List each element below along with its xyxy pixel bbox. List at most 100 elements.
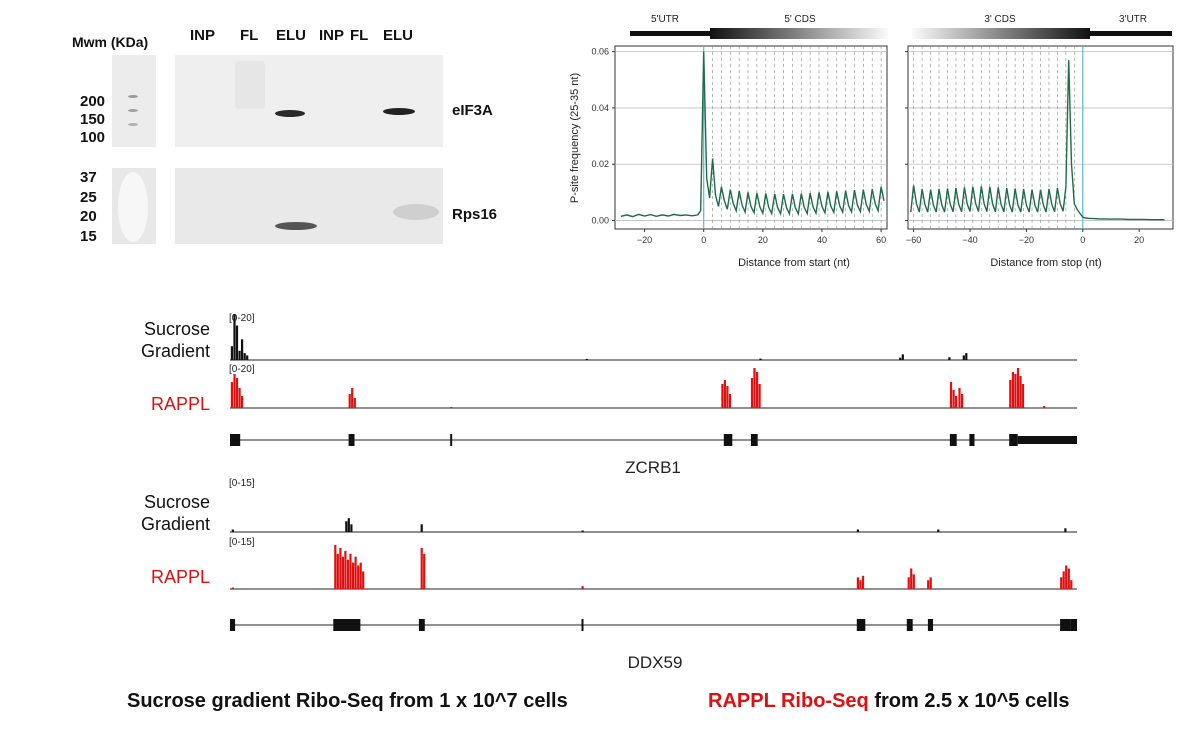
psite-frequency-line	[910, 60, 1165, 221]
marker-lane-upper	[112, 55, 156, 147]
coverage-bar	[353, 398, 356, 408]
xtick-label: −40	[962, 235, 977, 245]
caption-rappl-rest: from 2.5 x 10^5 cells	[868, 690, 1070, 712]
exon	[927, 619, 933, 631]
metagene-start-panel: 0.00 0.02 0.04 0.06 −20 0 20 40 60	[591, 45, 888, 245]
exon	[581, 619, 584, 631]
coverage-bar	[1009, 380, 1012, 408]
lane-label-elu-1: ELU	[276, 27, 306, 44]
coverage-bar	[1014, 374, 1017, 408]
ytick-label: 0.06	[591, 47, 609, 57]
coverage-bar	[859, 580, 862, 589]
track-name-rappl-ddx59: RAPPL	[150, 567, 210, 587]
lane-label-inp-1: INP	[190, 27, 216, 44]
coverage-bar	[351, 388, 354, 408]
region-label-5cds: 5' CDS	[784, 14, 816, 25]
coverage-bar	[230, 382, 233, 408]
coverage-bar	[929, 577, 932, 589]
coverage-bar	[423, 553, 426, 589]
coverage-bar	[899, 357, 902, 360]
range-rappl-ddx59: [0-15]	[229, 537, 255, 548]
exon	[230, 434, 241, 446]
coverage-bar	[958, 388, 961, 408]
coverage-bar	[856, 577, 859, 589]
exon	[333, 619, 361, 631]
exon	[949, 434, 957, 446]
exon	[348, 434, 355, 446]
coverage-bar	[965, 353, 968, 360]
coverage-bar	[336, 553, 339, 589]
coverage-bar	[937, 529, 940, 532]
lane-label-elu-2: ELU	[383, 27, 413, 44]
coverage-bar	[334, 545, 337, 589]
coverage-bar	[362, 571, 365, 589]
caption-rappl: RAPPL Ribo-Seq from 2.5 x 10^5 cells	[708, 690, 1069, 713]
exon	[1060, 619, 1071, 631]
mw-header: Mwm (KDa)	[72, 34, 149, 50]
coverage-bar	[350, 524, 353, 532]
marker-150: 150	[80, 111, 106, 128]
range-sucrose-zcrb1: [0-20]	[229, 313, 255, 324]
track-name-sucrose-zcrb1: Sucrose Gradient	[140, 319, 210, 361]
cds3-bar	[912, 28, 1090, 39]
lane-label-fl-2: FL	[350, 27, 369, 44]
coverage-bar	[1065, 565, 1068, 589]
marker-20: 20	[80, 208, 97, 225]
xtick-label: −20	[1019, 235, 1034, 245]
coverage-bar	[241, 396, 244, 408]
region-label-5utr: 5'UTR	[651, 14, 679, 25]
coverage-bar	[910, 568, 913, 589]
coverage-track-rappl	[230, 545, 1077, 590]
coverage-bar	[345, 521, 348, 532]
marker-100: 100	[80, 129, 106, 146]
coverage-bar	[339, 547, 342, 589]
marker-37: 37	[80, 169, 97, 186]
coverage-bar	[948, 357, 951, 360]
psite-frequency-line	[620, 51, 885, 218]
lane-label-inp-2: INP	[319, 27, 345, 44]
gene-model-zcrb1	[230, 434, 1077, 446]
coverage-track-sucrose-gradient	[230, 518, 1077, 533]
marker-25: 25	[80, 189, 97, 206]
exon	[1009, 434, 1018, 446]
xtick-label: 60	[876, 235, 886, 245]
coverage-bar	[359, 562, 362, 589]
coverage-bar	[961, 394, 964, 408]
gene-model-ddx59	[230, 619, 1077, 631]
plot-frame	[614, 45, 888, 230]
metagene-stop-panel: −60 −40 −20 0 20	[905, 45, 1174, 245]
marker-lane-lower	[112, 168, 156, 244]
x-axis-title-stop: Distance from stop (nt)	[990, 257, 1101, 269]
utr3-bar	[1090, 31, 1172, 36]
coverage-bar	[243, 353, 246, 360]
coverage-bar	[344, 550, 347, 589]
coverage-bar	[723, 380, 726, 408]
marker-200: 200	[80, 93, 106, 110]
xtick-label: −20	[637, 235, 652, 245]
coverage-bar	[1043, 406, 1046, 408]
coverage-bar	[726, 386, 729, 408]
exon	[230, 619, 236, 631]
coverage-bar	[230, 346, 233, 360]
coverage-bar	[1067, 568, 1070, 589]
coverage-bar	[758, 384, 761, 408]
ytick-label: 0.04	[591, 103, 609, 113]
coverage-track-rappl	[230, 368, 1077, 409]
exon	[750, 434, 758, 446]
exon	[906, 619, 913, 631]
ytick-label: 0.00	[591, 216, 609, 226]
coverage-bar	[912, 574, 915, 589]
marker-15: 15	[80, 228, 97, 245]
coverage-bar	[907, 577, 910, 589]
coverage-bar	[955, 396, 958, 408]
range-rappl-zcrb1: [0-20]	[229, 364, 255, 375]
coverage-bar	[927, 580, 930, 589]
range-sucrose-ddx59: [0-15]	[229, 478, 255, 489]
gene-label-zcrb1: ZCRB1	[625, 458, 681, 477]
coverage-bar	[861, 575, 865, 589]
coverage-bar	[450, 407, 453, 408]
coverage-bar	[1064, 528, 1067, 532]
coverage-bar	[420, 524, 423, 532]
metagene-plots: 5'UTR 5' CDS 3' CDS 3'UTR P-site frequen…	[569, 14, 1174, 269]
xtick-label: 20	[1134, 235, 1144, 245]
